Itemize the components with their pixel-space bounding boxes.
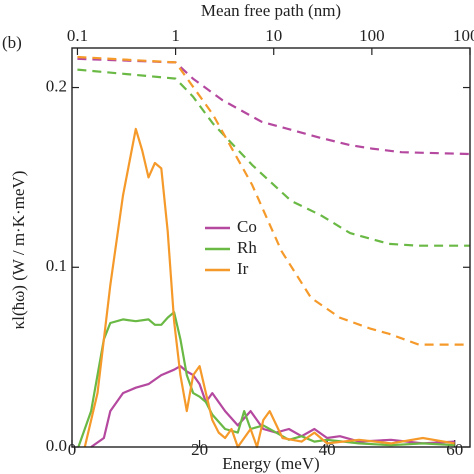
legend-label: Ir (237, 259, 249, 278)
x2-tick-label: 100 (359, 26, 385, 45)
x2-tick-label: 1 (171, 26, 180, 45)
x-tick-label: 0 (68, 440, 77, 459)
y-tick-label: 0.1 (46, 256, 67, 275)
line-series (77, 68, 470, 247)
y-axis-label: κl(ħω) (W / m·K·meV) (9, 171, 28, 330)
y-tick-label: 0.0 (46, 436, 67, 455)
y-tick-label: 0.2 (46, 76, 67, 95)
x-axis-label: Energy (meV) (222, 454, 319, 473)
x-tick-label: 40 (319, 440, 336, 459)
x2-tick-label: 0.1 (67, 26, 88, 45)
legend-label: Rh (237, 238, 257, 257)
panel-label: (b) (2, 33, 22, 52)
line-series (90, 365, 455, 448)
legend-label: Co (237, 217, 257, 236)
line-series (83, 127, 455, 449)
line-series (77, 311, 455, 448)
plot-frame (71, 47, 471, 448)
x2-tick-label: 10 (265, 26, 282, 45)
x-tick-label: 20 (191, 440, 208, 459)
x2-tick-label: 1000 (453, 26, 474, 45)
line-series (77, 55, 470, 346)
x2-axis-label: Mean free path (nm) (201, 1, 341, 20)
line-series (77, 57, 471, 156)
